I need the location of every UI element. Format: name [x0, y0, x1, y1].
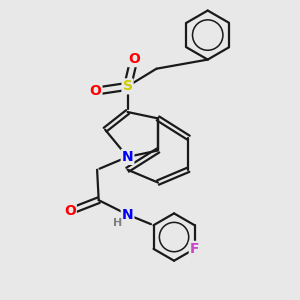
Text: O: O: [128, 52, 140, 66]
Text: O: O: [64, 204, 76, 218]
Text: N: N: [122, 208, 134, 222]
Text: F: F: [190, 242, 199, 256]
Text: N: N: [122, 150, 134, 164]
Text: H: H: [113, 218, 122, 228]
Text: S: S: [123, 80, 133, 93]
Text: O: O: [90, 84, 101, 98]
